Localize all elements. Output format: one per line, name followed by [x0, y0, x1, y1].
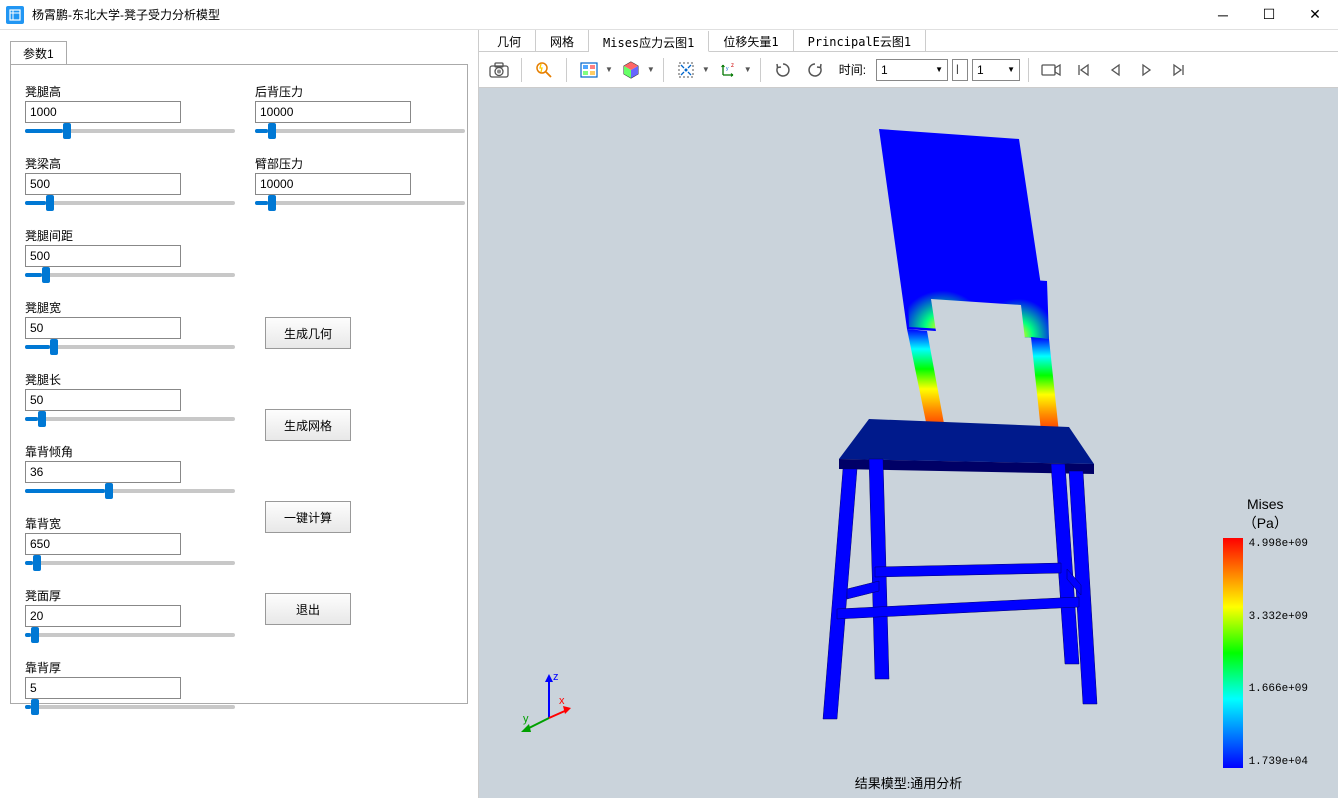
param-input-2[interactable] — [25, 245, 181, 267]
titlebar: 杨霄鹏-东北大学-凳子受力分析模型 ─ ☐ ✕ — [0, 0, 1338, 30]
view-tab-4[interactable]: PrincipalE云图1 — [794, 30, 926, 51]
param-slider-1[interactable] — [25, 201, 235, 205]
param-label: 靠背宽 — [25, 515, 75, 532]
step-combo[interactable]: 1▼ — [972, 59, 1020, 81]
legend-title-1: Mises — [1247, 496, 1284, 512]
close-button[interactable]: ✕ — [1292, 0, 1338, 30]
param-input-5[interactable] — [25, 461, 181, 483]
maximize-button[interactable]: ☐ — [1246, 0, 1292, 30]
legend-title-2: （Pa） — [1243, 515, 1288, 531]
view-mode-dropdown[interactable]: ▼ — [575, 56, 613, 84]
view-tabs: 几何网格Mises应力云图1位移矢量1PrincipalE云图1 — [479, 30, 1338, 52]
rotate-cw-icon[interactable] — [801, 56, 829, 84]
parameters-panel: 参数1 凳腿高 凳梁高 凳腿间距 凳腿宽 凳腿长 — [0, 30, 478, 798]
param-label-r: 臂部压力 — [255, 155, 305, 172]
param-slider-6[interactable] — [25, 561, 235, 565]
legend-tick: 1.739e+04 — [1249, 756, 1308, 768]
axis-triad-icon: z x y — [519, 668, 589, 738]
generate-mesh-button[interactable]: 生成网格 — [265, 409, 351, 441]
svg-text:y: y — [726, 66, 729, 72]
play-icon[interactable] — [1133, 56, 1161, 84]
param-label: 靠背倾角 — [25, 443, 75, 460]
lightning-icon[interactable] — [530, 56, 558, 84]
axes-dropdown[interactable]: zy▼ — [714, 56, 752, 84]
param-label: 凳腿长 — [25, 371, 75, 388]
param-input-3[interactable] — [25, 317, 181, 339]
app-logo-icon — [6, 6, 24, 24]
view-tab-2[interactable]: Mises应力云图1 — [589, 31, 709, 52]
view-tab-1[interactable]: 网格 — [536, 30, 589, 51]
param-input-r1[interactable] — [255, 173, 411, 195]
window-title: 杨霄鹏-东北大学-凳子受力分析模型 — [32, 6, 220, 23]
param-label: 靠背厚 — [25, 659, 75, 676]
svg-text:x: x — [559, 695, 565, 707]
minimize-button[interactable]: ─ — [1200, 0, 1246, 30]
param-slider-7[interactable] — [25, 633, 235, 637]
time-label: 时间: — [839, 61, 866, 78]
chair-model — [719, 119, 1099, 739]
generate-geometry-button[interactable]: 生成几何 — [265, 317, 351, 349]
param-slider-r0[interactable] — [255, 129, 465, 133]
svg-text:y: y — [523, 713, 529, 725]
camera-icon[interactable] — [485, 56, 513, 84]
param-label: 凳腿高 — [25, 83, 75, 100]
rotate-ccw-icon[interactable] — [769, 56, 797, 84]
svg-text:z: z — [553, 671, 559, 683]
param-input-0[interactable] — [25, 101, 181, 123]
viewport-toolbar: ▼ ▼ ▼ zy▼ 时间: 1▼ ▏ 1▼ — [479, 52, 1338, 88]
record-icon[interactable] — [1037, 56, 1065, 84]
param-label-r: 后背压力 — [255, 83, 305, 100]
time-combo[interactable]: 1▼ — [876, 59, 948, 81]
param-slider-2[interactable] — [25, 273, 235, 277]
result-model-label: 结果模型:通用分析 — [855, 773, 963, 792]
prev-frame-icon[interactable] — [1101, 56, 1129, 84]
step-end-button[interactable]: ▏ — [952, 59, 968, 81]
legend-tick: 4.998e+09 — [1249, 538, 1308, 550]
param-slider-3[interactable] — [25, 345, 235, 349]
param-label: 凳腿宽 — [25, 299, 75, 316]
param-slider-0[interactable] — [25, 129, 235, 133]
param-slider-r1[interactable] — [255, 201, 465, 205]
param-label: 凳面厚 — [25, 587, 75, 604]
extent-dropdown[interactable]: ▼ — [672, 56, 710, 84]
param-input-4[interactable] — [25, 389, 181, 411]
3d-viewport[interactable]: z x y 结果模型:通用分析 Mises （Pa） 4.998e+09 3.33… — [479, 88, 1338, 798]
svg-text:z: z — [731, 63, 734, 69]
last-frame-icon[interactable] — [1165, 56, 1193, 84]
exit-button[interactable]: 退出 — [265, 593, 351, 625]
compute-button[interactable]: 一键计算 — [265, 501, 351, 533]
param-input-1[interactable] — [25, 173, 181, 195]
view-tab-0[interactable]: 几何 — [483, 30, 536, 51]
param-input-r0[interactable] — [255, 101, 411, 123]
legend-tick: 3.332e+09 — [1249, 611, 1308, 623]
param-slider-4[interactable] — [25, 417, 235, 421]
param-slider-5[interactable] — [25, 489, 235, 493]
param-input-6[interactable] — [25, 533, 181, 555]
first-frame-icon[interactable] — [1069, 56, 1097, 84]
param-input-7[interactable] — [25, 605, 181, 627]
legend-tick: 1.666e+09 — [1249, 683, 1308, 695]
param-tab[interactable]: 参数1 — [10, 41, 67, 65]
param-input-8[interactable] — [25, 677, 181, 699]
param-slider-8[interactable] — [25, 705, 235, 709]
legend-gradient-bar — [1223, 538, 1243, 768]
param-label: 凳腿间距 — [25, 227, 75, 244]
view-tab-3[interactable]: 位移矢量1 — [709, 30, 793, 51]
color-legend: Mises （Pa） 4.998e+09 3.332e+09 1.666e+09 1.… — [1223, 496, 1308, 768]
color-cube-dropdown[interactable]: ▼ — [617, 56, 655, 84]
param-label: 凳梁高 — [25, 155, 75, 172]
viewport-panel: 几何网格Mises应力云图1位移矢量1PrincipalE云图1 ▼ ▼ ▼ z… — [478, 30, 1338, 798]
